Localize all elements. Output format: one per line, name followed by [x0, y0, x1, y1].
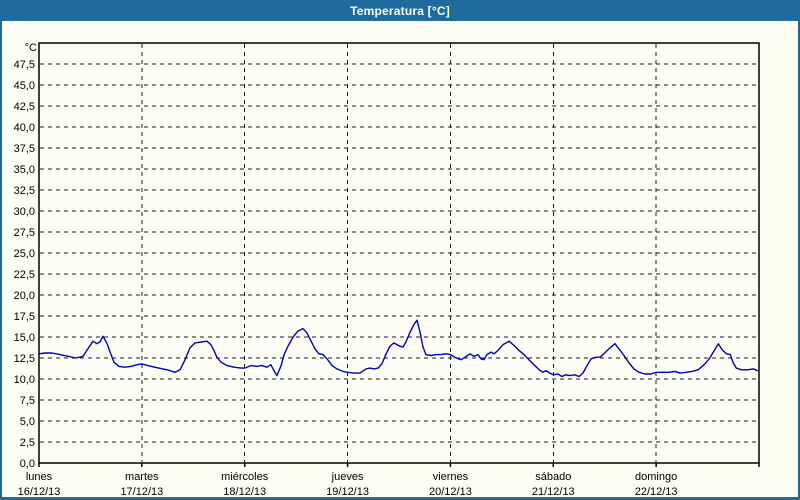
svg-text:viernes: viernes — [433, 471, 469, 483]
svg-text:20/12/13: 20/12/13 — [429, 486, 472, 498]
svg-text:19/12/13: 19/12/13 — [326, 486, 369, 498]
svg-text:18/12/13: 18/12/13 — [223, 486, 266, 498]
temperature-line — [38, 319, 758, 378]
title-bar: Temperatura [°C] — [2, 2, 798, 21]
svg-text:37,5: 37,5 — [14, 143, 35, 155]
svg-text:12,5: 12,5 — [14, 353, 35, 365]
svg-text:16/12/13: 16/12/13 — [18, 486, 61, 498]
svg-text:32,5: 32,5 — [14, 185, 35, 197]
chart-title: Temperatura [°C] — [350, 4, 450, 18]
svg-text:22,5: 22,5 — [14, 269, 35, 281]
svg-text:martes: martes — [125, 471, 159, 483]
svg-text:47,5: 47,5 — [14, 59, 35, 71]
svg-text:25,0: 25,0 — [14, 248, 35, 260]
plot-background — [39, 43, 759, 463]
temperature-chart: °C 0,0 2,5 5,0 7,5 10,0 12,5 15,0 17,5 20,0 22,5 25… — [14, 42, 760, 498]
svg-text:10,0: 10,0 — [14, 374, 35, 386]
y-axis-labels: °C 0,0 2,5 5,0 7,5 10,0 12,5 15,0 17,5 20,0 22,5 25… — [14, 42, 37, 470]
svg-text:22/12/13: 22/12/13 — [635, 486, 678, 498]
svg-text:0,0: 0,0 — [20, 458, 35, 470]
svg-text:15,0: 15,0 — [14, 332, 35, 344]
svg-text:lunes: lunes — [26, 471, 53, 483]
plot-frame — [38, 42, 760, 467]
svg-text:35,0: 35,0 — [14, 164, 35, 176]
svg-text:7,5: 7,5 — [20, 395, 35, 407]
svg-text:30,0: 30,0 — [14, 206, 35, 218]
svg-text:20,0: 20,0 — [14, 290, 35, 302]
svg-text:42,5: 42,5 — [14, 101, 35, 113]
svg-text:40,0: 40,0 — [14, 122, 35, 134]
svg-text:2,5: 2,5 — [20, 437, 35, 449]
svg-text:°C: °C — [25, 42, 37, 54]
svg-text:jueves: jueves — [331, 471, 364, 483]
svg-text:27,5: 27,5 — [14, 227, 35, 239]
grid-lines — [40, 44, 758, 462]
svg-text:sábado: sábado — [535, 471, 571, 483]
svg-text:5,0: 5,0 — [20, 416, 35, 428]
svg-text:domingo: domingo — [635, 471, 677, 483]
svg-text:45,0: 45,0 — [14, 80, 35, 92]
svg-text:17,5: 17,5 — [14, 311, 35, 323]
svg-text:17/12/13: 17/12/13 — [120, 486, 163, 498]
chart-area: °C 0,0 2,5 5,0 7,5 10,0 12,5 15,0 17,5 20,0 22,5 25… — [2, 23, 798, 498]
svg-text:21/12/13: 21/12/13 — [532, 486, 575, 498]
svg-text:miércoles: miércoles — [221, 471, 269, 483]
x-axis-labels: lunes 16/12/13 martes 17/12/13 miércoles 18/1… — [18, 471, 678, 498]
